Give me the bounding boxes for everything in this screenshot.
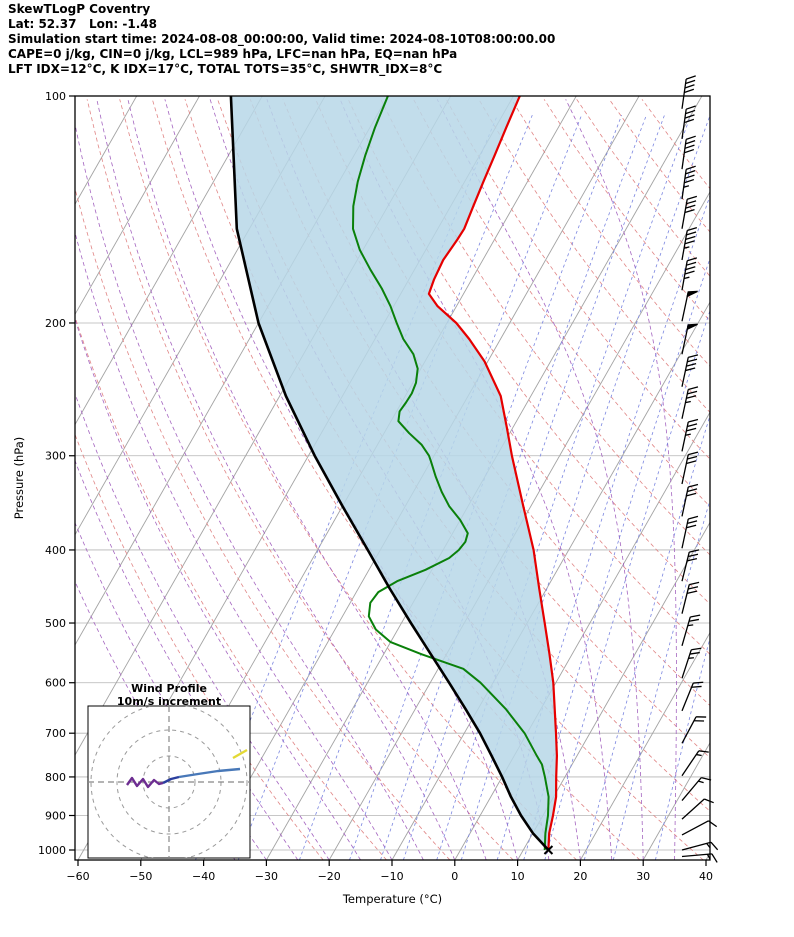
wind-barb bbox=[681, 165, 696, 200]
location-line: Lat: 52.37 Lon: -1.48 bbox=[8, 17, 157, 31]
y-tick-label: 500 bbox=[45, 617, 66, 630]
hodograph-trace bbox=[126, 776, 164, 789]
x-tick-label: −40 bbox=[192, 870, 215, 883]
hodograph-trace bbox=[232, 748, 248, 760]
hodograph-trace bbox=[162, 775, 180, 785]
y-tick-label: 100 bbox=[45, 90, 66, 103]
x-tick-label: −50 bbox=[129, 870, 152, 883]
wind-barb bbox=[681, 841, 719, 851]
wind-barb bbox=[681, 549, 700, 582]
x-tick-label: 0 bbox=[451, 870, 458, 883]
wind-barb bbox=[681, 226, 698, 261]
x-tick-label: 20 bbox=[573, 870, 587, 883]
wind-barb bbox=[681, 290, 698, 322]
cape-line: CAPE=0 j/kg, CIN=0 j/kg, LCL=989 hPa, LF… bbox=[8, 47, 458, 61]
wind-barb bbox=[681, 647, 702, 679]
x-tick-label: 40 bbox=[699, 870, 713, 883]
time-line: Simulation start time: 2024-08-08_00:00:… bbox=[8, 32, 556, 46]
wind-barb bbox=[681, 581, 700, 614]
figure-title: SkewTLogP Coventry bbox=[8, 2, 151, 16]
y-tick-label: 400 bbox=[45, 544, 66, 557]
wind-barb bbox=[681, 418, 699, 452]
cape-shading bbox=[230, 96, 557, 850]
wind-barb bbox=[681, 798, 714, 820]
x-axis-title: Temperature (°C) bbox=[342, 892, 442, 906]
wind-barb bbox=[681, 451, 699, 485]
y-tick-label: 700 bbox=[45, 727, 66, 740]
wind-barb bbox=[681, 820, 718, 836]
wind-barb bbox=[681, 323, 698, 355]
parcel-curve bbox=[229, 96, 550, 851]
y-tick-label: 800 bbox=[45, 771, 66, 784]
y-tick-label: 300 bbox=[45, 450, 66, 463]
y-axis-title: Pressure (hPa) bbox=[12, 437, 26, 520]
surface-marker bbox=[543, 845, 554, 855]
x-tick-label: 30 bbox=[636, 870, 650, 883]
wind-barbs bbox=[681, 75, 719, 863]
y-tick-label: 1000 bbox=[38, 844, 66, 857]
x-tick-label: −60 bbox=[66, 870, 89, 883]
x-tick-label: 10 bbox=[511, 870, 525, 883]
temperature-curve bbox=[427, 96, 558, 851]
indices-line: LFT IDX=12°C, K IDX=17°C, TOTAL TOTS=35°… bbox=[8, 62, 443, 76]
wind-barb bbox=[681, 354, 699, 387]
wind-barb bbox=[681, 386, 699, 419]
header: SkewTLogP Coventry Lat: 52.37 Lon: -1.48… bbox=[8, 2, 555, 77]
y-tick-label: 200 bbox=[45, 317, 66, 330]
y-tick-label: 600 bbox=[45, 677, 66, 690]
dewpoint-curve bbox=[352, 96, 550, 851]
hodograph-ring bbox=[90, 706, 248, 858]
wind-barb bbox=[681, 195, 698, 229]
wind-barb bbox=[681, 853, 718, 863]
x-tick-label: −20 bbox=[318, 870, 341, 883]
hodograph-trace bbox=[178, 767, 241, 779]
wind-barb bbox=[681, 716, 707, 744]
wind-barb bbox=[681, 681, 704, 712]
y-tick-label: 900 bbox=[45, 809, 66, 822]
wind-barb bbox=[681, 776, 712, 802]
wind-barb bbox=[681, 105, 696, 139]
wind-barb bbox=[681, 614, 701, 646]
wind-barb bbox=[681, 135, 696, 170]
wind-barb bbox=[681, 515, 699, 549]
profile-curves bbox=[229, 96, 558, 855]
x-tick-label: −30 bbox=[255, 870, 278, 883]
axes: −60 −50 −40 −30 −20 −10 0 10 20 30 40 100 200 300 400 5… bbox=[12, 90, 713, 906]
wind-barb bbox=[681, 257, 698, 291]
wind-barb bbox=[681, 75, 696, 109]
x-tick-label: −10 bbox=[380, 870, 403, 883]
hodograph-title: Wind Profile bbox=[131, 682, 207, 695]
hodograph-subtitle: 10m/s increment bbox=[117, 695, 221, 708]
wind-barb bbox=[681, 750, 709, 777]
wind-barb bbox=[681, 483, 699, 517]
